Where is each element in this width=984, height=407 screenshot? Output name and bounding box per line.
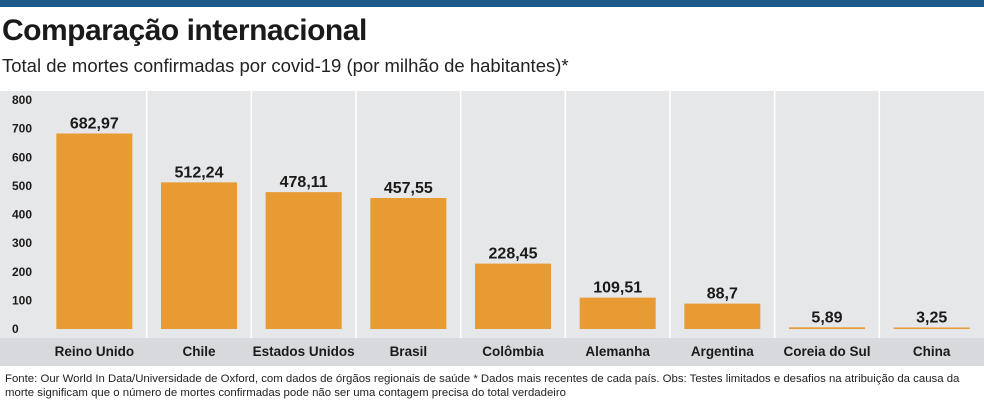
data-label: 88,7 [707,286,738,303]
category-axis-band [0,338,984,366]
y-tick-label: 100 [12,293,32,307]
x-tick-label: Reino Unido [55,344,135,359]
x-tick-label: Chile [182,344,215,359]
x-tick-label: China [913,344,951,359]
x-tick-label: Argentina [691,344,754,359]
chart-title: Comparação internacional [2,14,367,47]
bar [475,263,551,329]
footer [0,366,984,407]
data-label: 5,89 [811,309,842,326]
source-footnote: Fonte: Our World In Data/Universidade de… [5,373,960,399]
y-tick-label: 400 [12,208,32,222]
bar [56,133,133,329]
data-label: 512,24 [175,164,224,181]
data-label: 457,55 [384,180,433,197]
y-tick-label: 600 [12,150,32,164]
data-label: 228,45 [489,246,538,263]
bar [370,198,447,329]
bar [265,192,342,329]
x-tick-label: Brasil [390,344,428,359]
bar [579,297,656,329]
x-tick-label: Coreia do Sul [783,344,870,359]
data-label: 109,51 [593,280,642,297]
bar-chart: 0 100 200 300 400 500 600 700 800 682,97 Reino Uni… [12,91,970,359]
top-accent-rule [0,0,984,7]
data-label: 3,25 [916,310,947,327]
y-tick-label: 500 [12,179,32,193]
data-label: 478,11 [280,174,328,191]
bar [161,182,237,329]
chart-subtitle: Total de mortes confirmadas por covid-19… [2,55,569,76]
x-tick-label: Alemanha [585,344,650,359]
x-tick-label: Colômbia [482,344,544,359]
bar [789,327,865,329]
y-tick-label: 700 [12,122,32,136]
y-tick-label: 800 [12,93,32,107]
bar [684,303,761,329]
bar [893,327,970,329]
x-tick-label: Estados Unidos [253,344,355,359]
y-tick-label: 300 [12,236,32,250]
y-tick-label: 200 [12,265,32,279]
data-label: 682,97 [70,115,119,132]
y-tick-label: 0 [12,322,19,336]
